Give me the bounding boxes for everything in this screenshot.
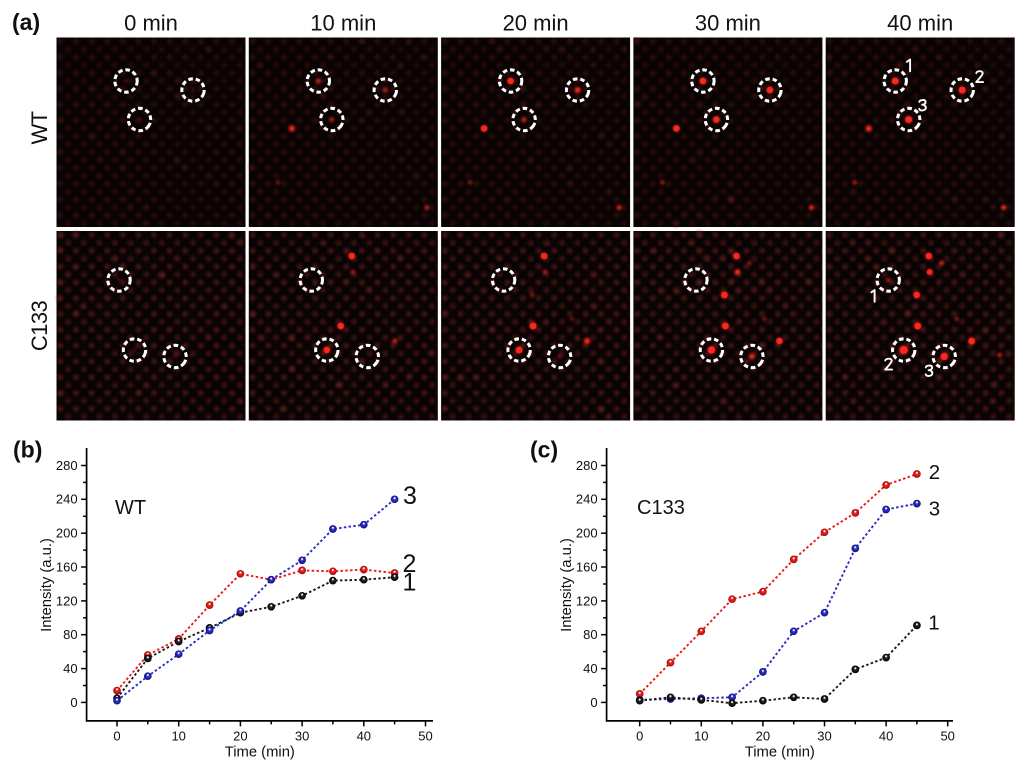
svg-text:20: 20 — [756, 728, 770, 743]
svg-text:40: 40 — [357, 728, 371, 743]
svg-text:1: 1 — [403, 569, 417, 597]
svg-text:WT: WT — [115, 497, 146, 519]
svg-text:WT: WT — [27, 111, 52, 144]
svg-text:10: 10 — [171, 728, 185, 743]
svg-text:280: 280 — [56, 458, 78, 473]
svg-text:0: 0 — [113, 728, 120, 743]
svg-text:20: 20 — [233, 728, 247, 743]
svg-text:200: 200 — [56, 526, 78, 541]
svg-text:Time (min): Time (min) — [225, 745, 295, 761]
svg-text:40: 40 — [879, 728, 893, 743]
svg-text:Intensity (a.u.): Intensity (a.u.) — [559, 538, 575, 632]
svg-text:80: 80 — [63, 627, 77, 642]
svg-text:C133: C133 — [637, 497, 685, 519]
svg-text:80: 80 — [583, 627, 597, 642]
svg-text:280: 280 — [576, 458, 598, 473]
svg-text:Intensity (a.u.): Intensity (a.u.) — [39, 538, 55, 632]
svg-text:0: 0 — [636, 728, 643, 743]
svg-text:20 min: 20 min — [503, 11, 569, 36]
svg-text:50: 50 — [418, 728, 432, 743]
svg-text:240: 240 — [56, 492, 78, 507]
svg-text:40: 40 — [63, 661, 77, 676]
svg-text:0: 0 — [70, 695, 77, 710]
svg-text:30 min: 30 min — [695, 11, 761, 36]
svg-text:1: 1 — [928, 611, 939, 634]
svg-text:C133: C133 — [27, 301, 52, 352]
svg-text:120: 120 — [576, 593, 598, 608]
svg-text:3: 3 — [929, 497, 940, 520]
svg-text:240: 240 — [576, 492, 598, 507]
svg-text:(a): (a) — [12, 9, 40, 35]
svg-text:0: 0 — [590, 695, 597, 710]
svg-text:160: 160 — [576, 559, 598, 574]
svg-text:40: 40 — [583, 661, 597, 676]
svg-text:10: 10 — [694, 728, 708, 743]
svg-text:200: 200 — [576, 526, 598, 541]
svg-text:0 min: 0 min — [124, 11, 178, 36]
svg-text:Time (min): Time (min) — [745, 745, 815, 761]
svg-text:30: 30 — [817, 728, 831, 743]
svg-text:2: 2 — [929, 461, 940, 484]
svg-text:30: 30 — [295, 728, 309, 743]
svg-text:2: 2 — [403, 550, 417, 578]
svg-text:(b): (b) — [13, 437, 42, 463]
svg-text:3: 3 — [403, 482, 417, 510]
svg-text:120: 120 — [56, 593, 78, 608]
svg-text:(c): (c) — [530, 437, 558, 463]
svg-text:10 min: 10 min — [310, 11, 376, 36]
svg-text:50: 50 — [940, 728, 954, 743]
svg-text:160: 160 — [56, 559, 78, 574]
svg-text:40 min: 40 min — [887, 11, 953, 36]
